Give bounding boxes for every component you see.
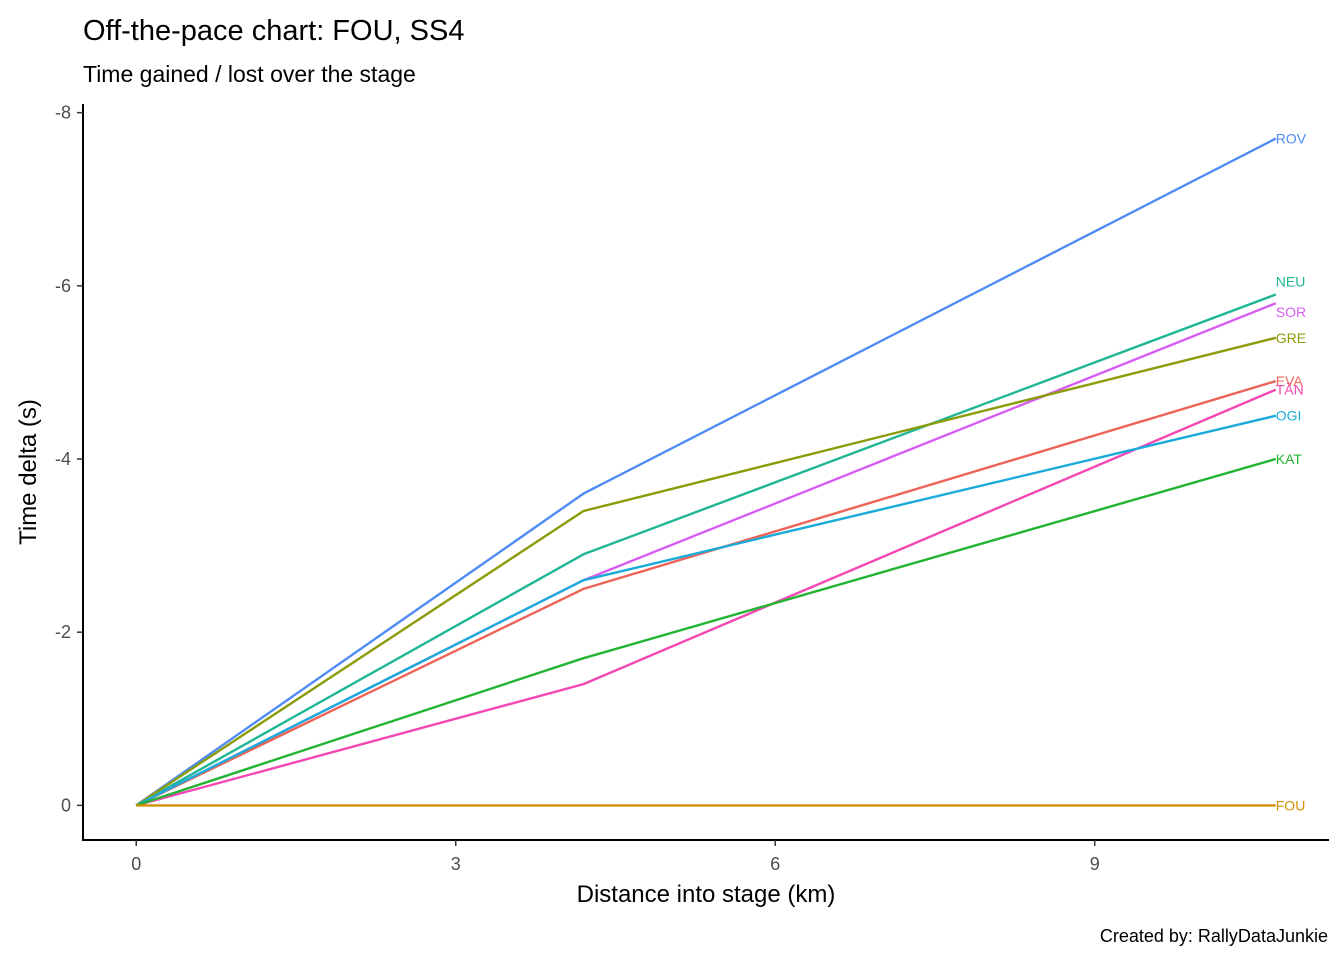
series-line-rov bbox=[135, 137, 1277, 807]
chart-subtitle: Time gained / lost over the stage bbox=[83, 61, 416, 87]
series-label: OGI bbox=[1276, 408, 1302, 424]
series-label: NEU bbox=[1276, 273, 1306, 289]
y-tick-label: -4 bbox=[55, 449, 71, 469]
x-axis-ticks: 0 3 6 9 bbox=[131, 840, 1100, 874]
x-axis-title: Distance into stage (km) bbox=[577, 881, 836, 908]
y-tick-label: -6 bbox=[55, 276, 71, 296]
y-tick-label: 0 bbox=[61, 795, 71, 815]
series-line-sor bbox=[135, 302, 1277, 807]
series-line-tän bbox=[135, 388, 1277, 807]
x-tick-label: 3 bbox=[451, 854, 461, 874]
series-line-gre bbox=[135, 336, 1277, 807]
y-axis-title: Time delta (s) bbox=[15, 399, 42, 545]
y-tick-label: -2 bbox=[55, 622, 71, 642]
y-axis-ticks: 0 -2 -4 -6 -8 bbox=[55, 103, 83, 815]
series-line-ogi bbox=[135, 414, 1277, 807]
series-label: GRE bbox=[1276, 330, 1306, 346]
y-tick-label: -8 bbox=[55, 103, 71, 123]
series-label: EVA bbox=[1276, 373, 1304, 389]
series-label: SOR bbox=[1276, 304, 1306, 320]
series-label: TÄN bbox=[1276, 382, 1304, 398]
x-tick-label: 0 bbox=[131, 854, 141, 874]
chart-title: Off-the-pace chart: FOU, SS4 bbox=[83, 15, 464, 47]
series-line-eva bbox=[135, 379, 1277, 807]
series-line-kat bbox=[135, 457, 1277, 807]
x-tick-label: 9 bbox=[1090, 854, 1100, 874]
series-label: FOU bbox=[1276, 797, 1306, 813]
series-line-neu bbox=[135, 293, 1277, 807]
series-label: KAT bbox=[1276, 451, 1303, 467]
series-label: ROV bbox=[1276, 131, 1307, 147]
x-tick-label: 6 bbox=[770, 854, 780, 874]
chart-caption: Created by: RallyDataJunkie bbox=[1100, 926, 1328, 946]
